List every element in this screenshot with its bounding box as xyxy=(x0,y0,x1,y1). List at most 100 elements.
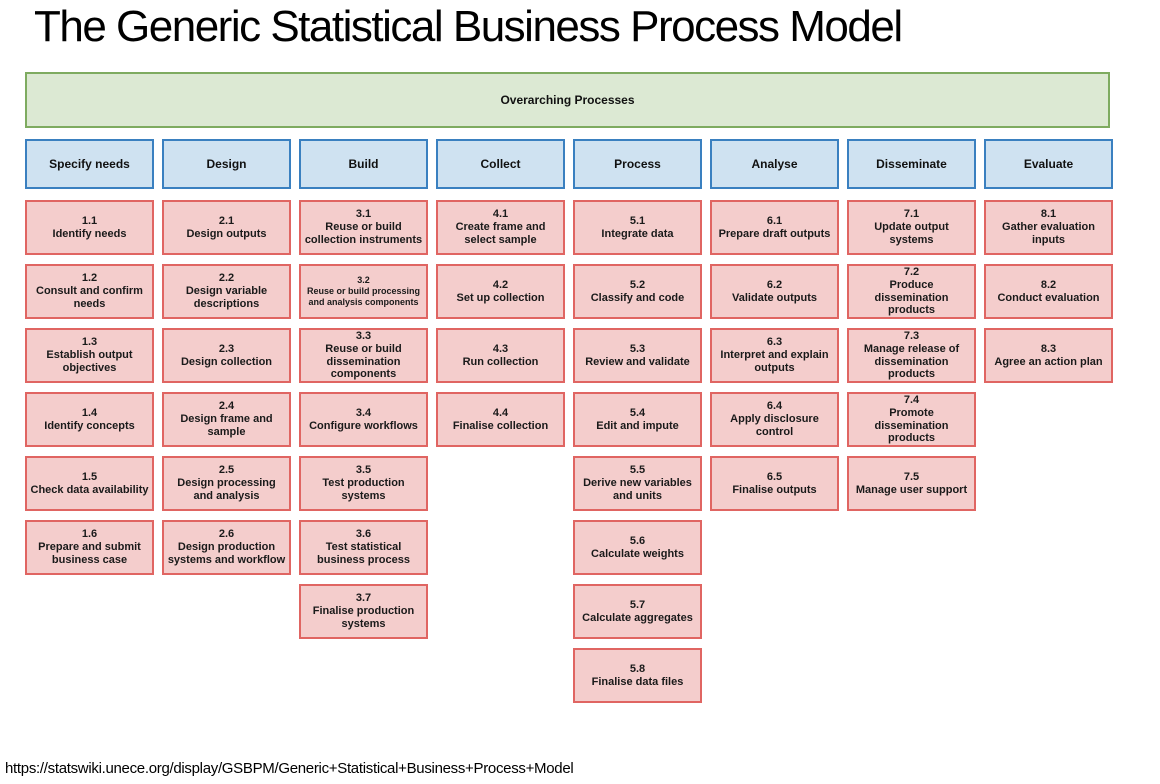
process-label: Review and validate xyxy=(585,355,690,368)
process-number: 4.3 xyxy=(492,342,509,355)
process-number: 1.4 xyxy=(81,406,98,419)
process-box-7-3: 7.3 Manage release of dissemination produ… xyxy=(847,328,976,383)
process-label: Consult and confirm needs xyxy=(36,285,143,311)
process-number: 4.2 xyxy=(492,278,509,291)
process-number: 3.6 xyxy=(355,528,372,541)
process-box-2-2: 2.2 Design variable descriptions xyxy=(162,264,291,319)
process-label: Test statistical business process xyxy=(317,541,410,567)
process-number: 5.5 xyxy=(629,464,646,477)
process-box-5-7: 5.7 Calculate aggregates xyxy=(573,584,702,639)
process-label: Check data availability xyxy=(30,483,149,496)
process-label: Prepare and submit business case xyxy=(38,541,141,567)
process-box-7-4: 7.4 Promote dissemination products xyxy=(847,392,976,447)
process-label: Prepare draft outputs xyxy=(718,227,831,240)
process-label: Integrate data xyxy=(601,227,674,240)
process-label: Gather evaluation inputs xyxy=(1002,221,1095,247)
process-box-2-3: 2.3 Design collection xyxy=(162,328,291,383)
process-box-6-3: 6.3 Interpret and explain outputs xyxy=(710,328,839,383)
process-box-2-6: 2.6 Design production systems and workflo… xyxy=(162,520,291,575)
phase-header-build: Build xyxy=(299,139,428,189)
process-number: 2.3 xyxy=(218,342,235,355)
process-label: Validate outputs xyxy=(732,291,817,304)
process-label: Identify needs xyxy=(52,227,127,240)
phase-header-label: Design xyxy=(206,157,247,171)
process-box-6-4: 6.4 Apply disclosure control xyxy=(710,392,839,447)
phase-header-label: Analyse xyxy=(751,157,798,171)
process-box-6-2: 6.2 Validate outputs xyxy=(710,264,839,319)
process-label: Design variable descriptions xyxy=(185,285,268,311)
process-label: Manage release of dissemination products xyxy=(863,343,960,381)
process-number: 3.3 xyxy=(355,329,372,342)
process-label: Design frame and sample xyxy=(180,413,273,439)
phase-header-label: Process xyxy=(614,157,661,171)
phase-column-design: Design 2.1 Design outputs 2.2 Design variabl… xyxy=(162,139,291,703)
process-label: Establish output objectives xyxy=(46,349,133,375)
process-box-2-4: 2.4 Design frame and sample xyxy=(162,392,291,447)
process-number: 5.2 xyxy=(629,278,646,291)
phase-header-design: Design xyxy=(162,139,291,189)
process-box-3-3: 3.3 Reuse or build dissemination componen… xyxy=(299,328,428,383)
process-number: 6.2 xyxy=(766,278,783,291)
process-label: Reuse or build processing and analysis c… xyxy=(306,286,421,307)
phase-column-collect: Collect 4.1 Create frame and select sample… xyxy=(436,139,565,703)
process-label: Finalise data files xyxy=(591,675,684,688)
process-number: 6.3 xyxy=(766,336,783,349)
process-number: 2.6 xyxy=(218,528,235,541)
process-box-1-1: 1.1 Identify needs xyxy=(25,200,154,255)
process-number: 5.4 xyxy=(629,406,646,419)
process-box-1-6: 1.6 Prepare and submit business case xyxy=(25,520,154,575)
process-box-4-1: 4.1 Create frame and select sample xyxy=(436,200,565,255)
phase-header-evaluate: Evaluate xyxy=(984,139,1113,189)
process-number: 3.7 xyxy=(355,592,372,605)
process-label: Agree an action plan xyxy=(994,355,1103,368)
phase-header-analyse: Analyse xyxy=(710,139,839,189)
process-label: Finalise collection xyxy=(452,419,549,432)
process-number: 5.3 xyxy=(629,342,646,355)
process-label: Reuse or build collection instruments xyxy=(304,221,423,247)
phase-column-build: Build 3.1 Reuse or build collection instru… xyxy=(299,139,428,703)
phase-column-specify-needs: Specify needs 1.1 Identify needs 1.2 Consult… xyxy=(25,139,154,703)
process-label: Apply disclosure control xyxy=(730,413,819,439)
process-number: 5.8 xyxy=(629,662,646,675)
process-number: 6.1 xyxy=(766,214,783,227)
phases-grid: Specify needs 1.1 Identify needs 1.2 Consult… xyxy=(25,139,1113,703)
process-label: Configure workflows xyxy=(309,419,418,432)
phase-header-label: Build xyxy=(348,157,379,171)
phase-column-disseminate: Disseminate 7.1 Update output systems 7.2 Pr… xyxy=(847,139,976,703)
page-title: The Generic Statistical Business Process… xyxy=(34,2,903,51)
process-box-7-2: 7.2 Produce dissemination products xyxy=(847,264,976,319)
process-number: 8.3 xyxy=(1040,342,1057,355)
process-number: 3.5 xyxy=(355,464,372,477)
process-label: Finalise production systems xyxy=(312,605,415,631)
process-number: 2.2 xyxy=(218,272,235,285)
process-label: Create frame and select sample xyxy=(455,221,546,247)
process-number: 3.4 xyxy=(355,406,372,419)
process-box-1-4: 1.4 Identify concepts xyxy=(25,392,154,447)
process-number: 5.7 xyxy=(629,598,646,611)
process-label: Update output systems xyxy=(874,221,949,247)
process-number: 3.2 xyxy=(357,275,370,286)
process-label: Calculate weights xyxy=(591,547,684,560)
process-box-6-5: 6.5 Finalise outputs xyxy=(710,456,839,511)
phase-column-evaluate: Evaluate 8.1 Gather evaluation inputs 8.2 Co… xyxy=(984,139,1113,703)
process-box-5-2: 5.2 Classify and code xyxy=(573,264,702,319)
process-number: 4.4 xyxy=(492,406,509,419)
process-number: 7.2 xyxy=(903,265,920,278)
process-label: Produce dissemination products xyxy=(874,279,949,317)
process-number: 2.1 xyxy=(218,214,235,227)
phase-column-process: Process 5.1 Integrate data 5.2 Classify and … xyxy=(573,139,702,703)
process-label: Derive new variables and units xyxy=(583,477,692,503)
overarching-processes-banner: Overarching Processes xyxy=(25,72,1110,128)
process-label: Test production systems xyxy=(322,477,405,503)
process-box-8-2: 8.2 Conduct evaluation xyxy=(984,264,1113,319)
process-box-8-3: 8.3 Agree an action plan xyxy=(984,328,1113,383)
process-number: 4.1 xyxy=(492,208,509,221)
process-box-5-1: 5.1 Integrate data xyxy=(573,200,702,255)
process-box-5-3: 5.3 Review and validate xyxy=(573,328,702,383)
process-box-3-1: 3.1 Reuse or build collection instruments xyxy=(299,200,428,255)
phase-header-collect: Collect xyxy=(436,139,565,189)
process-number: 6.5 xyxy=(766,470,783,483)
process-label: Edit and impute xyxy=(596,419,679,432)
process-label: Identify concepts xyxy=(44,419,135,432)
